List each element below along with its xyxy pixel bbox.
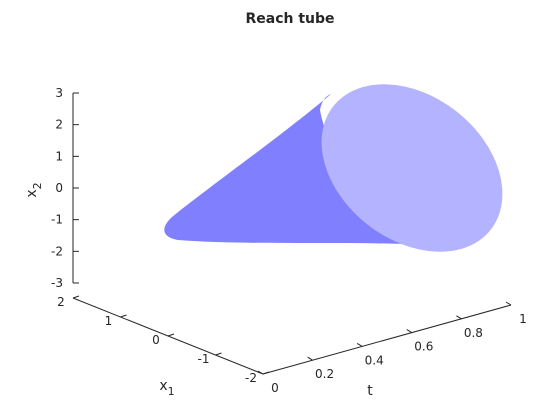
x1-tick-label: -1: [198, 352, 210, 366]
reach-tube-end-cap: [321, 84, 503, 252]
x2-tick-group: 3 2 1 0 -1 -2 -3: [51, 86, 79, 290]
t-tick-mark: [307, 356, 313, 361]
t-tick-mark: [257, 370, 264, 375]
x1-label-sub: 1: [168, 385, 175, 398]
x2-tick-label: 3: [55, 86, 63, 100]
x1-tick-mark: [120, 314, 127, 318]
t-axis-label: t: [367, 383, 373, 399]
t-tick-mark: [456, 315, 462, 320]
t-tick-mark: [505, 301, 512, 306]
x2-tick-label: 1: [55, 149, 63, 163]
x1-tick-group: 2 1 0 -1 -2: [57, 295, 270, 385]
x1-label-main: x: [159, 378, 167, 394]
chart-title: Reach tube: [245, 11, 334, 27]
x2-label-main: x: [24, 189, 40, 197]
t-tick-group: 0 0.2 0.4 0.6 0.8 1: [257, 301, 527, 395]
x1-tick-mark: [167, 333, 175, 337]
t-tick-label: 0.4: [365, 353, 384, 367]
t-tick-label: 0: [271, 381, 279, 395]
x2-axis-label: x2: [24, 182, 44, 197]
t-tick-label: 1: [519, 312, 527, 326]
x1-axis-label: x1: [159, 378, 174, 398]
x1-tick-label: 0: [152, 333, 160, 347]
x2-label-sub: 2: [31, 182, 44, 189]
x2-tick-label: -3: [51, 276, 63, 290]
t-tick-label: 0.2: [315, 367, 334, 381]
t-tick-label: 0.8: [464, 326, 483, 340]
x1-tick-label: -2: [245, 371, 257, 385]
x2-tick-label: -2: [51, 244, 63, 258]
x1-tick-mark: [215, 352, 222, 356]
x2-tick-label: -1: [51, 213, 63, 227]
t-tick-label: 0.6: [414, 340, 433, 354]
t-axis-line: [262, 304, 512, 375]
x1-tick-label: 1: [105, 314, 113, 328]
t-tick-mark: [356, 342, 363, 347]
x2-tick-label: 0: [55, 181, 63, 195]
x2-tick-label: 2: [55, 118, 63, 132]
x1-tick-label: 2: [57, 295, 65, 309]
t-tick-mark: [406, 329, 413, 334]
x1-tick-mark: [262, 371, 270, 375]
x1-tick-mark: [72, 295, 80, 299]
